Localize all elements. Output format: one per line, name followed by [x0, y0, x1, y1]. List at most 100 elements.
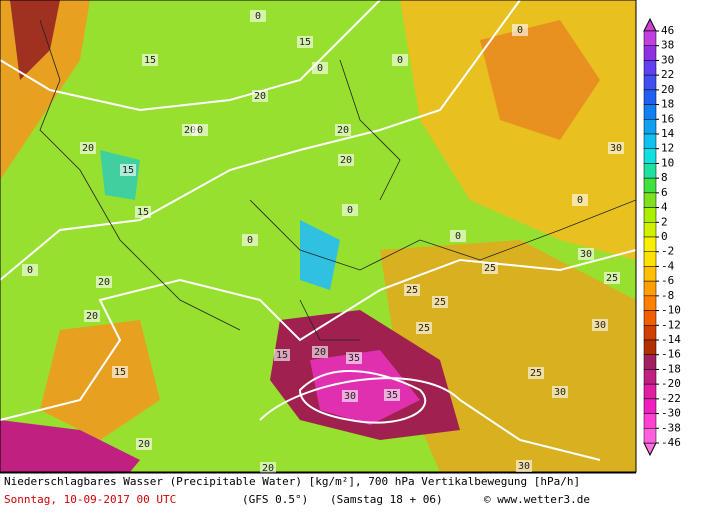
- contour-label: 0: [397, 55, 403, 66]
- contour-label: 20: [340, 155, 352, 166]
- colorbar-label: -10: [661, 304, 681, 317]
- contour-label: 30: [344, 391, 356, 402]
- contour-line: [0, 0, 521, 281]
- colorbar-label: -16: [661, 348, 681, 361]
- colorbar-label: 20: [661, 83, 674, 96]
- label-box: [342, 204, 358, 216]
- colorbar-label: -6: [661, 274, 674, 287]
- label-box: [112, 366, 128, 378]
- colorbar-band: [643, 266, 657, 282]
- contour-label: 25: [434, 297, 446, 308]
- colorbar-band: [643, 30, 657, 46]
- colorbar-band: [643, 45, 657, 61]
- label-box: [338, 154, 354, 166]
- colorbar-label: -46: [661, 436, 681, 449]
- colorbar-label: -4: [661, 259, 675, 272]
- contour-labels: 15 15 15 20 20 20 20 20 15 20 20 25 25 25 30 30 30 35 35 30…: [22, 10, 624, 474]
- contour-line: [0, 0, 381, 112]
- colorbar-label: 16: [661, 112, 674, 125]
- field-blob: [480, 20, 600, 140]
- colorbar-label: 38: [661, 39, 674, 52]
- contour-label: 20: [138, 439, 150, 450]
- contour-label: 30: [610, 143, 622, 154]
- label-box: [260, 462, 276, 474]
- colorbar-label: 30: [661, 53, 674, 66]
- colorbar-band: [643, 148, 657, 164]
- colorbar-band: [643, 74, 657, 91]
- field-blob: [300, 220, 340, 290]
- label-box: [135, 206, 151, 218]
- label-box: [578, 248, 594, 260]
- label-box: [335, 124, 351, 136]
- field-blob: [10, 0, 60, 80]
- label-box: [274, 349, 290, 361]
- colorbar-band: [643, 280, 657, 297]
- footer-date: Sonntag, 10-09-2017 00 UTC: [4, 493, 176, 506]
- label-box: [96, 276, 112, 288]
- contour-label: 30: [594, 320, 606, 331]
- contour-label: 25: [406, 285, 418, 296]
- colorbar-band: [643, 222, 657, 238]
- contour-label: 20: [262, 463, 274, 474]
- contour-label: 20: [184, 125, 196, 136]
- colorbar-band: [643, 119, 657, 135]
- contour-label: 0: [455, 231, 461, 242]
- label-box: [252, 90, 268, 102]
- colorbar-band: [643, 104, 657, 120]
- colorbar-band: [643, 133, 657, 149]
- label-box: [432, 296, 448, 308]
- label-box: [346, 352, 362, 364]
- colorbar-band: [643, 207, 657, 223]
- label-box: [416, 322, 432, 334]
- colorbar-label: 4: [661, 201, 668, 214]
- label-box: [608, 142, 624, 154]
- label-box: [192, 124, 208, 136]
- contour-label: 0: [197, 125, 203, 136]
- colorbar-band: [643, 192, 657, 208]
- colorbar-band: [643, 89, 657, 105]
- label-box: [297, 36, 313, 48]
- field-blob: [0, 420, 140, 472]
- contour-label: 0: [255, 11, 261, 22]
- colorbar-band: [643, 251, 657, 267]
- contour-label: 35: [348, 353, 360, 364]
- label-box: [572, 194, 588, 206]
- colorbar-band: [643, 310, 657, 326]
- colorbar-label: -38: [661, 421, 681, 434]
- label-box: [142, 54, 158, 66]
- colorbar-label: -2: [661, 245, 674, 258]
- colorbar-label: 46: [661, 24, 674, 37]
- footer-description: Niederschlagbares Wasser (Precipitable W…: [4, 475, 580, 488]
- contour-label: 0: [517, 25, 523, 36]
- label-box: [516, 460, 532, 472]
- label-box: [136, 438, 152, 450]
- label-box: [384, 389, 400, 401]
- contour-label: 20: [254, 91, 266, 102]
- contour-label: 15: [137, 207, 149, 218]
- colorbar-label: -20: [661, 377, 681, 390]
- colorbar-band: [643, 369, 657, 385]
- colorbar-band: [643, 60, 657, 76]
- contour-label: 20: [98, 277, 110, 288]
- colorbar-label: -18: [661, 362, 681, 375]
- label-box: [312, 346, 328, 358]
- colorbar-label: 0: [661, 230, 668, 243]
- colorbar: 4638302220181614121086420-2-4-6-8-10-12-…: [643, 17, 681, 457]
- label-box: [404, 284, 420, 296]
- label-box: [528, 367, 544, 379]
- colorbar-label: -12: [661, 318, 681, 331]
- colorbar-band: [643, 413, 657, 429]
- label-box: [512, 24, 528, 36]
- footer-credit: © www.wetter3.de: [484, 493, 590, 506]
- contour-label: 15: [144, 55, 156, 66]
- colorbar-label: -8: [661, 289, 674, 302]
- map-frame: [0, 0, 637, 473]
- contour-label: 20: [337, 125, 349, 136]
- contour-label: 30: [554, 387, 566, 398]
- label-box: [250, 10, 266, 22]
- colorbar-band: [643, 236, 657, 252]
- colorbar-band: [643, 428, 657, 444]
- colorbar-label: 8: [661, 171, 668, 184]
- contour-label: 15: [299, 37, 311, 48]
- label-box: [342, 390, 358, 402]
